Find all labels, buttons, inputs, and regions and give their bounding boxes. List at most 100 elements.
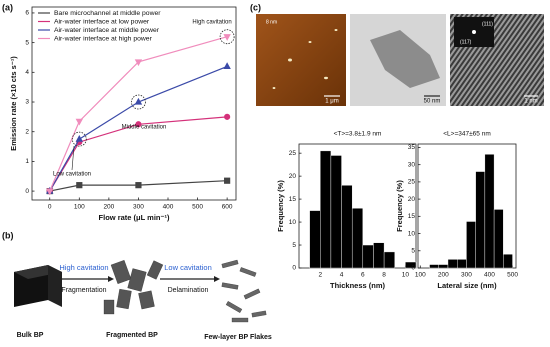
- y-tick-label: 30: [408, 161, 416, 168]
- highlight-circle: [71, 131, 87, 147]
- step-label: High cavitation: [59, 263, 108, 272]
- chart-title: <T>=3.8±1.9 nm: [334, 131, 382, 138]
- y-tick-label: 5: [25, 39, 29, 46]
- flakes: [221, 259, 267, 323]
- afm-image: [256, 14, 346, 106]
- afm-flakes: [272, 29, 338, 89]
- legend-label: Air-water interface at high power: [54, 35, 153, 42]
- stage-label: Bulk BP: [17, 332, 44, 339]
- bar: [373, 242, 385, 269]
- y-tick-label: 0: [292, 265, 296, 272]
- y-axis-label: Emission rate (×10 cts s⁻¹): [9, 56, 18, 151]
- marker: [134, 59, 143, 67]
- x-tick-label: 400: [484, 272, 495, 279]
- marker: [223, 34, 231, 41]
- bar: [493, 209, 504, 269]
- x-tick-label: 4: [340, 272, 344, 279]
- bar: [351, 208, 364, 269]
- arrow: [214, 276, 220, 282]
- x-tick-label: 8: [382, 272, 386, 279]
- bar: [362, 244, 374, 269]
- bar: [447, 259, 458, 269]
- x-tick-label: 100: [415, 272, 426, 279]
- y-tick-label: 15: [408, 213, 416, 220]
- x-tick-label: 300: [461, 272, 472, 279]
- x-axis-label: Lateral size (nm): [437, 281, 497, 290]
- bar: [320, 150, 332, 269]
- marker: [223, 62, 231, 69]
- y-tick-label: 25: [289, 150, 297, 157]
- legend-label: Air-water interface at middle power: [54, 27, 160, 34]
- y-tick-label: 15: [289, 196, 297, 203]
- x-axis-label: Thickness (nm): [330, 281, 386, 290]
- highlight-circle: [219, 29, 235, 45]
- y-tick-label: 5: [411, 247, 415, 254]
- series-line: [49, 65, 228, 192]
- micrographs: 8 nm 1 μm 50 nm (111) (117) 1 nm: [256, 14, 544, 106]
- bar: [383, 251, 395, 269]
- step-sublabel: Delamination: [168, 287, 209, 294]
- stage-label: Fragmented BP: [106, 332, 158, 339]
- series-line: [49, 36, 228, 192]
- fft-spot: [472, 30, 476, 34]
- step-label: Low cavitation: [164, 263, 212, 272]
- x-tick-label: 10: [402, 272, 410, 279]
- bar: [438, 264, 449, 269]
- y-tick-label: 3: [25, 99, 29, 106]
- y-tick-label: 0: [411, 265, 415, 272]
- y-tick-label: 20: [289, 173, 297, 180]
- bar: [503, 254, 513, 269]
- y-tick-label: 4: [25, 69, 29, 76]
- marker: [46, 188, 54, 196]
- bar: [457, 259, 467, 269]
- marker: [134, 97, 143, 105]
- tem-flake: [370, 30, 440, 88]
- x-tick-label: 6: [361, 272, 365, 279]
- marker: [135, 182, 142, 189]
- x-axis-label: Flow rate (μL min⁻¹): [99, 213, 170, 222]
- fft-label: (111): [482, 21, 493, 27]
- arrow: [108, 276, 114, 282]
- annotation: Low cavitation: [53, 172, 91, 178]
- bar: [341, 185, 353, 269]
- legend-label: Bare microchannel at middle power: [54, 10, 161, 17]
- x-tick-label: 100: [74, 204, 85, 211]
- annotation: High cavitation: [192, 20, 231, 26]
- bar: [484, 154, 495, 269]
- bar: [466, 221, 476, 269]
- marker: [75, 134, 84, 142]
- marker: [224, 177, 231, 184]
- series-line: [49, 116, 228, 192]
- marker: [224, 113, 231, 120]
- x-tick-label: 300: [133, 204, 144, 211]
- step-sublabel: Fragmentation: [61, 287, 106, 294]
- x-tick-label: 200: [438, 272, 449, 279]
- marker: [135, 121, 142, 128]
- marker: [76, 182, 83, 189]
- y-tick-label: 25: [408, 179, 416, 186]
- x-tick-label: 600: [222, 204, 233, 211]
- y-tick-label: 20: [408, 196, 416, 203]
- scale-label: 8 nm: [266, 19, 277, 25]
- x-tick-label: 500: [192, 204, 203, 211]
- y-tick-label: 0: [25, 188, 29, 195]
- x-tick-label: 500: [507, 272, 518, 279]
- scale-label: 50 nm: [424, 99, 441, 105]
- scale-label: 1 μm: [325, 99, 338, 105]
- y-tick-label: 5: [292, 242, 296, 249]
- fragments: [103, 260, 164, 315]
- y-tick-label: 1: [25, 158, 29, 165]
- annotation-arrow: [71, 145, 75, 171]
- chart-title: <L>=347±65 nm: [443, 131, 490, 138]
- y-tick-label: 6: [25, 10, 29, 17]
- y-tick-label: 10: [408, 230, 416, 237]
- x-tick-label: 400: [163, 204, 174, 211]
- y-axis-label: Frequency (%): [395, 180, 404, 232]
- y-tick-label: 35: [408, 144, 416, 151]
- legend-label: Air-water interface at low power: [54, 18, 150, 25]
- x-tick-label: 2: [318, 272, 322, 279]
- bar: [405, 261, 417, 269]
- panel-label: (b): [2, 230, 14, 240]
- fft-label: (117): [460, 39, 472, 45]
